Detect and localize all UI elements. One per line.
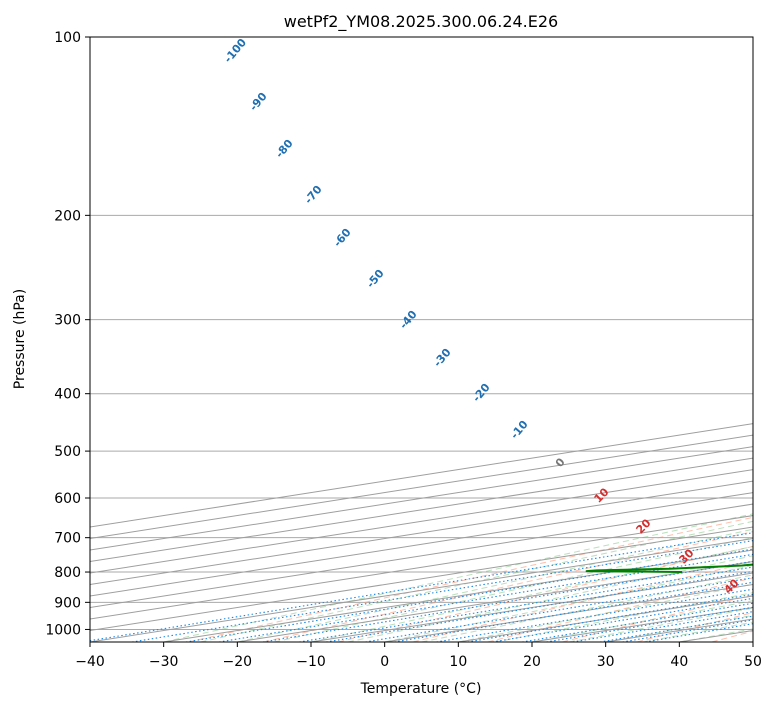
dry-adiabats <box>188 516 753 642</box>
chart-title: wetPf2_YM08.2025.300.06.24.E26 <box>284 12 558 32</box>
plot-frame <box>89 36 754 643</box>
isotherm-line <box>90 492 753 597</box>
isotherm-line <box>90 515 753 620</box>
isotherms <box>90 423 753 642</box>
isotherm-line <box>90 457 753 563</box>
y-tick-label: 200 <box>54 208 81 224</box>
mixing-ratio-lines <box>90 532 753 642</box>
y-tick-label: 100 <box>54 30 81 46</box>
y-tick-label: 300 <box>54 313 81 329</box>
mixing-ratio-line <box>522 602 753 642</box>
isotherm-line <box>90 503 753 609</box>
y-axis-title: Pressure (hPa) <box>12 289 28 389</box>
mixing-ratio-line <box>131 540 753 642</box>
mixing-ratio-line <box>436 588 753 642</box>
y-tick-label: 800 <box>54 565 81 581</box>
y-tick-label: 1000 <box>45 622 81 638</box>
x-tick-label: −10 <box>296 654 326 670</box>
plot-area <box>90 37 753 642</box>
x-tick-label: −30 <box>149 654 179 670</box>
x-tick-label: 40 <box>670 654 688 670</box>
x-axis-title: Temperature (°C) <box>360 681 482 697</box>
isotherm-line <box>90 446 753 551</box>
y-tick-label: 500 <box>54 444 81 460</box>
moist-adiabat-line <box>163 513 753 642</box>
x-tick-label: −40 <box>75 654 105 670</box>
isotherm-line <box>90 469 753 574</box>
x-tick-label: 20 <box>523 654 541 670</box>
x-tick-label: 10 <box>449 654 467 670</box>
mixing-ratio-line <box>467 593 753 642</box>
dry-adiabat-line <box>188 516 753 642</box>
y-tick-label: 900 <box>54 595 81 611</box>
x-tick-label: 50 <box>744 654 762 670</box>
isotherm-line <box>90 480 753 586</box>
x-tick-label: 30 <box>597 654 615 670</box>
isotherm-line <box>90 526 753 632</box>
x-tick-label: −20 <box>223 654 253 670</box>
y-axis-ticks: 100 200 300 400 500 600 700 800 900 1000 <box>45 30 90 638</box>
y-tick-label: 700 <box>54 531 81 547</box>
x-tick-label: 0 <box>380 654 389 670</box>
y-tick-label: 600 <box>54 491 81 507</box>
mixing-ratio-line <box>185 548 753 642</box>
x-axis-ticks: −40 −30 −20 −10 0 10 20 30 40 50 <box>75 642 762 670</box>
mixing-ratio-line <box>218 553 753 642</box>
isotherm-line <box>90 538 753 642</box>
y-tick-label: 400 <box>54 387 81 403</box>
mixing-ratio-line <box>492 597 753 642</box>
